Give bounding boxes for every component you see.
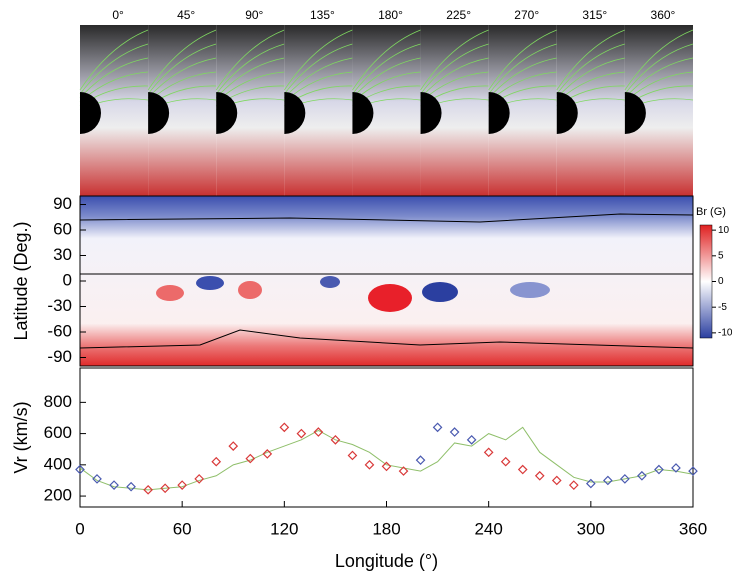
angle-label: 360° — [651, 8, 676, 22]
y-tick-label: 200 — [44, 486, 72, 505]
map-image — [80, 196, 693, 366]
y-tick-label: 30 — [53, 245, 72, 264]
x-tick-label: 120 — [270, 519, 298, 538]
model-point — [212, 458, 220, 466]
model-point — [348, 451, 356, 459]
model-point — [502, 458, 510, 466]
x-tick-label: 360 — [679, 519, 707, 538]
angle-label: 0° — [112, 8, 124, 22]
model-point — [519, 466, 527, 474]
observed-line — [80, 427, 693, 489]
colorbar — [700, 225, 712, 338]
model-point — [178, 481, 186, 489]
colorbar-tick-label: 0 — [718, 276, 724, 287]
colorbar-tick-label: 10 — [718, 225, 730, 236]
x-tick-label: 240 — [474, 519, 502, 538]
model-point — [485, 448, 493, 456]
angle-label: 135° — [310, 8, 335, 22]
model-point — [451, 428, 459, 436]
angle-label: 90° — [245, 8, 263, 22]
colorbar-tick-label: -5 — [718, 302, 727, 313]
y-tick-label: 0 — [63, 270, 72, 289]
y-tick-label: -60 — [47, 321, 72, 340]
model-point — [127, 483, 135, 491]
angle-label: 45° — [177, 8, 195, 22]
model-point — [417, 456, 425, 464]
colorbar-label: Br (G) — [696, 206, 726, 218]
model-point — [229, 442, 237, 450]
y-tick-label: 90 — [53, 194, 72, 213]
angle-label: 315° — [582, 8, 607, 22]
angle-label: 270° — [514, 8, 539, 22]
y-tick-label: -90 — [47, 347, 72, 366]
y-tick-label: 600 — [44, 423, 72, 442]
angle-label: 225° — [446, 8, 471, 22]
colorbar-tick-label: 5 — [718, 250, 724, 261]
y-tick-label: 800 — [44, 392, 72, 411]
model-point — [110, 481, 118, 489]
model-point — [434, 423, 442, 431]
y-axis-label: Vr (km/s) — [11, 401, 31, 473]
y-axis-label: Latitude (Deg.) — [11, 221, 31, 340]
model-point — [553, 476, 561, 484]
x-tick-label: 60 — [173, 519, 192, 538]
plot-frame — [80, 368, 693, 507]
colorbar-tick-label: -10 — [718, 328, 733, 339]
y-tick-label: -30 — [47, 296, 72, 315]
model-point — [604, 476, 612, 484]
model-point — [536, 472, 544, 480]
x-tick-label: 300 — [577, 519, 605, 538]
model-point — [468, 436, 476, 444]
model-point — [297, 430, 305, 438]
x-axis-label: Longitude (°) — [335, 551, 438, 571]
model-point — [365, 461, 373, 469]
y-tick-label: 400 — [44, 454, 72, 473]
model-point — [570, 481, 578, 489]
model-point — [280, 423, 288, 431]
figure: 0°45°90°135°180°225°270°315°360°9060300-… — [0, 0, 738, 577]
y-tick-label: 60 — [53, 219, 72, 238]
model-point — [383, 462, 391, 470]
angle-label: 180° — [378, 8, 403, 22]
x-tick-label: 180 — [372, 519, 400, 538]
x-tick-label: 0 — [75, 519, 84, 538]
